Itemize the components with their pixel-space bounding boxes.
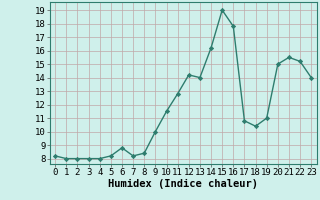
X-axis label: Humidex (Indice chaleur): Humidex (Indice chaleur) (108, 179, 258, 189)
